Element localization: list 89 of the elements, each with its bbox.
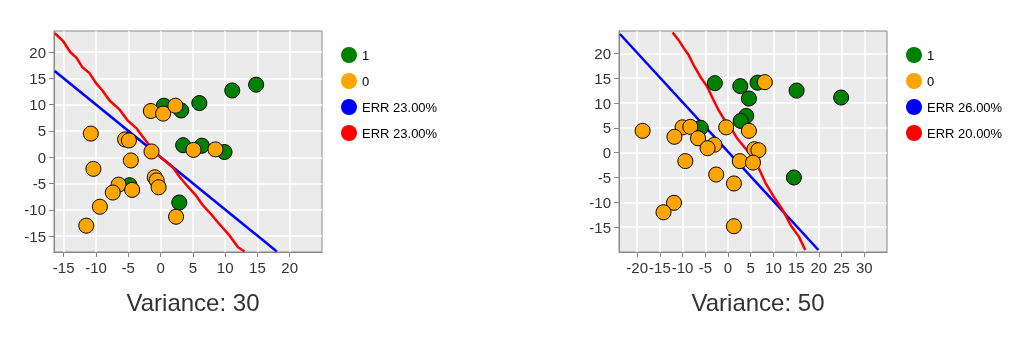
point xyxy=(168,208,185,225)
point xyxy=(150,179,167,196)
point xyxy=(104,184,121,201)
point xyxy=(124,181,141,198)
point xyxy=(756,74,773,91)
x-tick-label: 5 xyxy=(188,259,198,276)
y-tick-label: 5 xyxy=(37,122,46,140)
legend-label: ERR 23.00% xyxy=(362,99,438,115)
point xyxy=(185,141,202,158)
point xyxy=(833,89,850,106)
point xyxy=(682,118,699,135)
point xyxy=(690,130,707,147)
x-tick-label: -10 xyxy=(85,259,107,276)
x-tick-label: 25 xyxy=(833,259,850,276)
y-tick-label: -5 xyxy=(597,169,611,187)
point xyxy=(740,90,757,107)
x-tick-label: -20 xyxy=(626,259,649,276)
point xyxy=(788,82,805,99)
y-tick-label: -15 xyxy=(24,227,46,245)
point xyxy=(78,217,95,234)
x-tick-label: -5 xyxy=(121,259,135,276)
y-tick-label: -10 xyxy=(24,201,46,219)
legend-label: 0 xyxy=(927,73,935,89)
point xyxy=(91,198,108,215)
legend-label: 1 xyxy=(362,47,370,63)
point xyxy=(665,194,682,211)
x-tick-label: 20 xyxy=(810,259,828,276)
point xyxy=(666,128,683,145)
y-tick-label: 15 xyxy=(29,69,46,87)
x-tick-label: 10 xyxy=(216,259,234,276)
point xyxy=(718,119,735,136)
point xyxy=(143,143,160,160)
x-tick-label: 30 xyxy=(855,259,873,276)
point xyxy=(725,218,742,235)
text: Variance: 50 xyxy=(691,288,825,316)
x-tick-label: 15 xyxy=(787,259,805,276)
y-tick-label: 15 xyxy=(594,69,611,87)
x-tick-label: 0 xyxy=(156,259,165,276)
point xyxy=(750,142,767,159)
y-tick-label: 20 xyxy=(29,43,46,61)
point xyxy=(167,97,184,114)
point xyxy=(224,82,241,99)
legend-label: 0 xyxy=(362,73,370,89)
point xyxy=(731,153,748,170)
legend-label: 1 xyxy=(927,47,935,63)
y-tick-label: 10 xyxy=(29,96,46,114)
text: Variance: 30 xyxy=(126,288,260,316)
y-tick-label: -10 xyxy=(589,193,611,211)
x-tick-label: 15 xyxy=(249,259,266,276)
x-tick-label: -15 xyxy=(649,259,671,276)
point xyxy=(732,112,749,129)
x-tick-label: -5 xyxy=(698,259,712,276)
point xyxy=(142,102,159,119)
legend-label: ERR 20.00% xyxy=(927,125,1003,141)
point xyxy=(207,141,224,158)
line-series xyxy=(671,31,807,252)
point xyxy=(740,122,757,139)
point xyxy=(85,160,102,177)
y-tick-label: 5 xyxy=(602,119,611,137)
point xyxy=(82,125,99,142)
y-tick-label: 0 xyxy=(37,148,46,166)
point xyxy=(745,154,761,171)
y-tick-label: -15 xyxy=(589,218,611,236)
x-tick-label: -10 xyxy=(671,259,694,276)
legend-label: ERR 26.00% xyxy=(927,99,1003,115)
point xyxy=(785,169,802,186)
y-tick-label: -5 xyxy=(32,175,46,193)
point xyxy=(122,152,139,169)
point xyxy=(155,105,172,122)
x-tick-label: -15 xyxy=(52,259,75,276)
point xyxy=(725,175,742,192)
point xyxy=(634,122,651,139)
x-tick-label: 10 xyxy=(765,259,782,276)
point xyxy=(677,153,694,170)
point xyxy=(655,204,672,221)
legend-label: ERR 23.00% xyxy=(362,125,438,141)
point xyxy=(732,78,749,95)
point xyxy=(706,75,723,92)
point xyxy=(191,95,208,112)
x-tick-label: 5 xyxy=(746,259,755,276)
point xyxy=(699,140,716,157)
point xyxy=(708,166,725,183)
x-tick-label: 20 xyxy=(281,259,299,276)
y-tick-label: 10 xyxy=(594,94,611,112)
point xyxy=(171,194,188,211)
y-tick-label: 20 xyxy=(594,44,611,62)
y-tick-label: 0 xyxy=(602,144,611,162)
x-tick-label: 0 xyxy=(723,259,733,276)
point xyxy=(248,76,265,93)
